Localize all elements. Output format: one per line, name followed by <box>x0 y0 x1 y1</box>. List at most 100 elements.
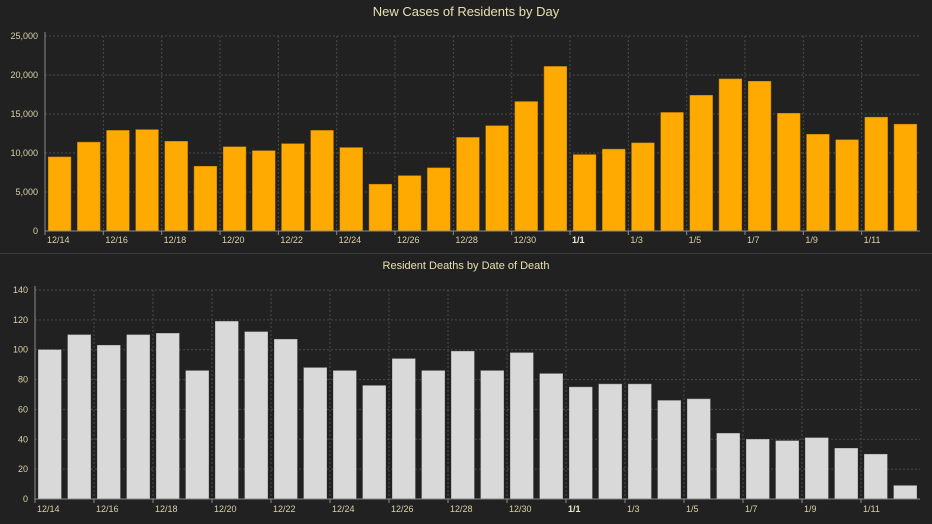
x-tick-label: 12/30 <box>514 235 537 245</box>
bar <box>193 166 218 232</box>
bar <box>37 349 62 500</box>
x-tick-label: 1/7 <box>747 235 760 245</box>
x-tick-label: 12/14 <box>37 504 60 514</box>
bar <box>835 139 859 232</box>
bar <box>572 154 597 232</box>
y-tick-label: 0 <box>23 494 28 504</box>
bar <box>456 137 480 232</box>
bar <box>368 183 393 232</box>
y-tick-label: 100 <box>13 345 28 355</box>
bar <box>834 447 859 500</box>
bar <box>747 80 772 232</box>
x-tick-label: 12/18 <box>164 235 187 245</box>
y-tick-label: 120 <box>13 315 28 325</box>
bar <box>126 334 151 500</box>
y-tick-label: 20 <box>18 464 28 474</box>
bar <box>451 350 475 500</box>
bar <box>97 344 121 500</box>
bar <box>222 146 247 232</box>
bar <box>805 437 829 500</box>
bar <box>77 141 101 232</box>
bar <box>893 485 918 500</box>
bar <box>777 112 801 232</box>
bar <box>392 358 416 500</box>
x-tick-label: 1/3 <box>630 235 643 245</box>
x-tick-label: 1/9 <box>804 504 817 514</box>
bar <box>775 440 800 500</box>
bar <box>569 386 593 500</box>
x-tick-label: 1/11 <box>864 235 881 245</box>
bar <box>864 453 888 500</box>
x-tick-label: 1/7 <box>745 504 758 514</box>
x-tick-label: 12/18 <box>155 504 178 514</box>
bar <box>660 112 684 232</box>
bar <box>215 321 239 500</box>
y-tick-label: 15,000 <box>10 109 38 119</box>
x-tick-label: 12/28 <box>450 504 473 514</box>
chart-divider <box>0 253 932 254</box>
bar <box>164 141 188 232</box>
y-tick-label: 0 <box>33 226 38 236</box>
bar <box>746 439 770 500</box>
x-tick-label: 1/9 <box>805 235 818 245</box>
bar <box>310 130 334 232</box>
x-tick-label: 12/26 <box>391 504 414 514</box>
x-tick-label: 12/26 <box>397 235 420 245</box>
chart-title: Resident Deaths by Date of Death <box>383 260 550 272</box>
bar <box>631 142 655 232</box>
bar <box>333 370 357 500</box>
bar <box>274 339 298 500</box>
bar <box>602 148 626 232</box>
bar <box>893 123 918 232</box>
resident-deaths-chart: Resident Deaths by Date of Death 0 20 40 60… <box>13 260 920 514</box>
x-tick-label: 12/24 <box>339 235 362 245</box>
x-tick-label: 1/3 <box>627 504 640 514</box>
bar <box>67 334 92 500</box>
y-tick-label: 20,000 <box>10 70 38 80</box>
bar <box>397 175 422 232</box>
x-tick-label: 12/16 <box>96 504 119 514</box>
bar <box>135 129 159 232</box>
bar <box>718 78 743 232</box>
bar <box>628 383 652 500</box>
y-tick-label: 25,000 <box>10 31 38 41</box>
bar <box>106 130 130 232</box>
bar <box>716 433 741 500</box>
bar <box>514 101 538 232</box>
x-tick-label: 12/20 <box>222 235 245 245</box>
bar <box>480 370 505 500</box>
bar <box>598 383 623 500</box>
bar <box>339 147 363 232</box>
x-tick-label: 12/20 <box>214 504 237 514</box>
x-tick-label: 1/5 <box>686 504 699 514</box>
bar <box>510 352 534 500</box>
bar <box>427 167 451 232</box>
bar <box>252 150 276 232</box>
y-tick-label: 40 <box>18 434 28 444</box>
bar <box>864 116 888 232</box>
bar <box>657 400 682 500</box>
y-tick-label: 10,000 <box>10 148 38 158</box>
x-tick-label: 12/24 <box>332 504 355 514</box>
bar <box>362 385 387 500</box>
x-tick-label: 12/22 <box>273 504 296 514</box>
y-tick-label: 60 <box>18 404 28 414</box>
x-tick-label: 12/28 <box>455 235 478 245</box>
bar <box>543 66 568 232</box>
bar <box>47 156 72 232</box>
bar <box>421 370 446 500</box>
x-tick-label: 12/16 <box>105 235 128 245</box>
bar <box>281 143 305 232</box>
x-tick-label: 1/1 <box>572 235 585 245</box>
bar <box>156 333 180 500</box>
bar <box>806 134 830 232</box>
x-tick-label: 1/11 <box>863 504 880 514</box>
bar <box>689 95 713 232</box>
bar <box>303 367 328 500</box>
chart-title: New Cases of Residents by Day <box>373 4 560 19</box>
x-tick-label: 1/1 <box>568 504 581 514</box>
bar <box>539 373 564 500</box>
x-tick-label: 12/30 <box>509 504 532 514</box>
x-tick-label: 12/14 <box>47 235 70 245</box>
